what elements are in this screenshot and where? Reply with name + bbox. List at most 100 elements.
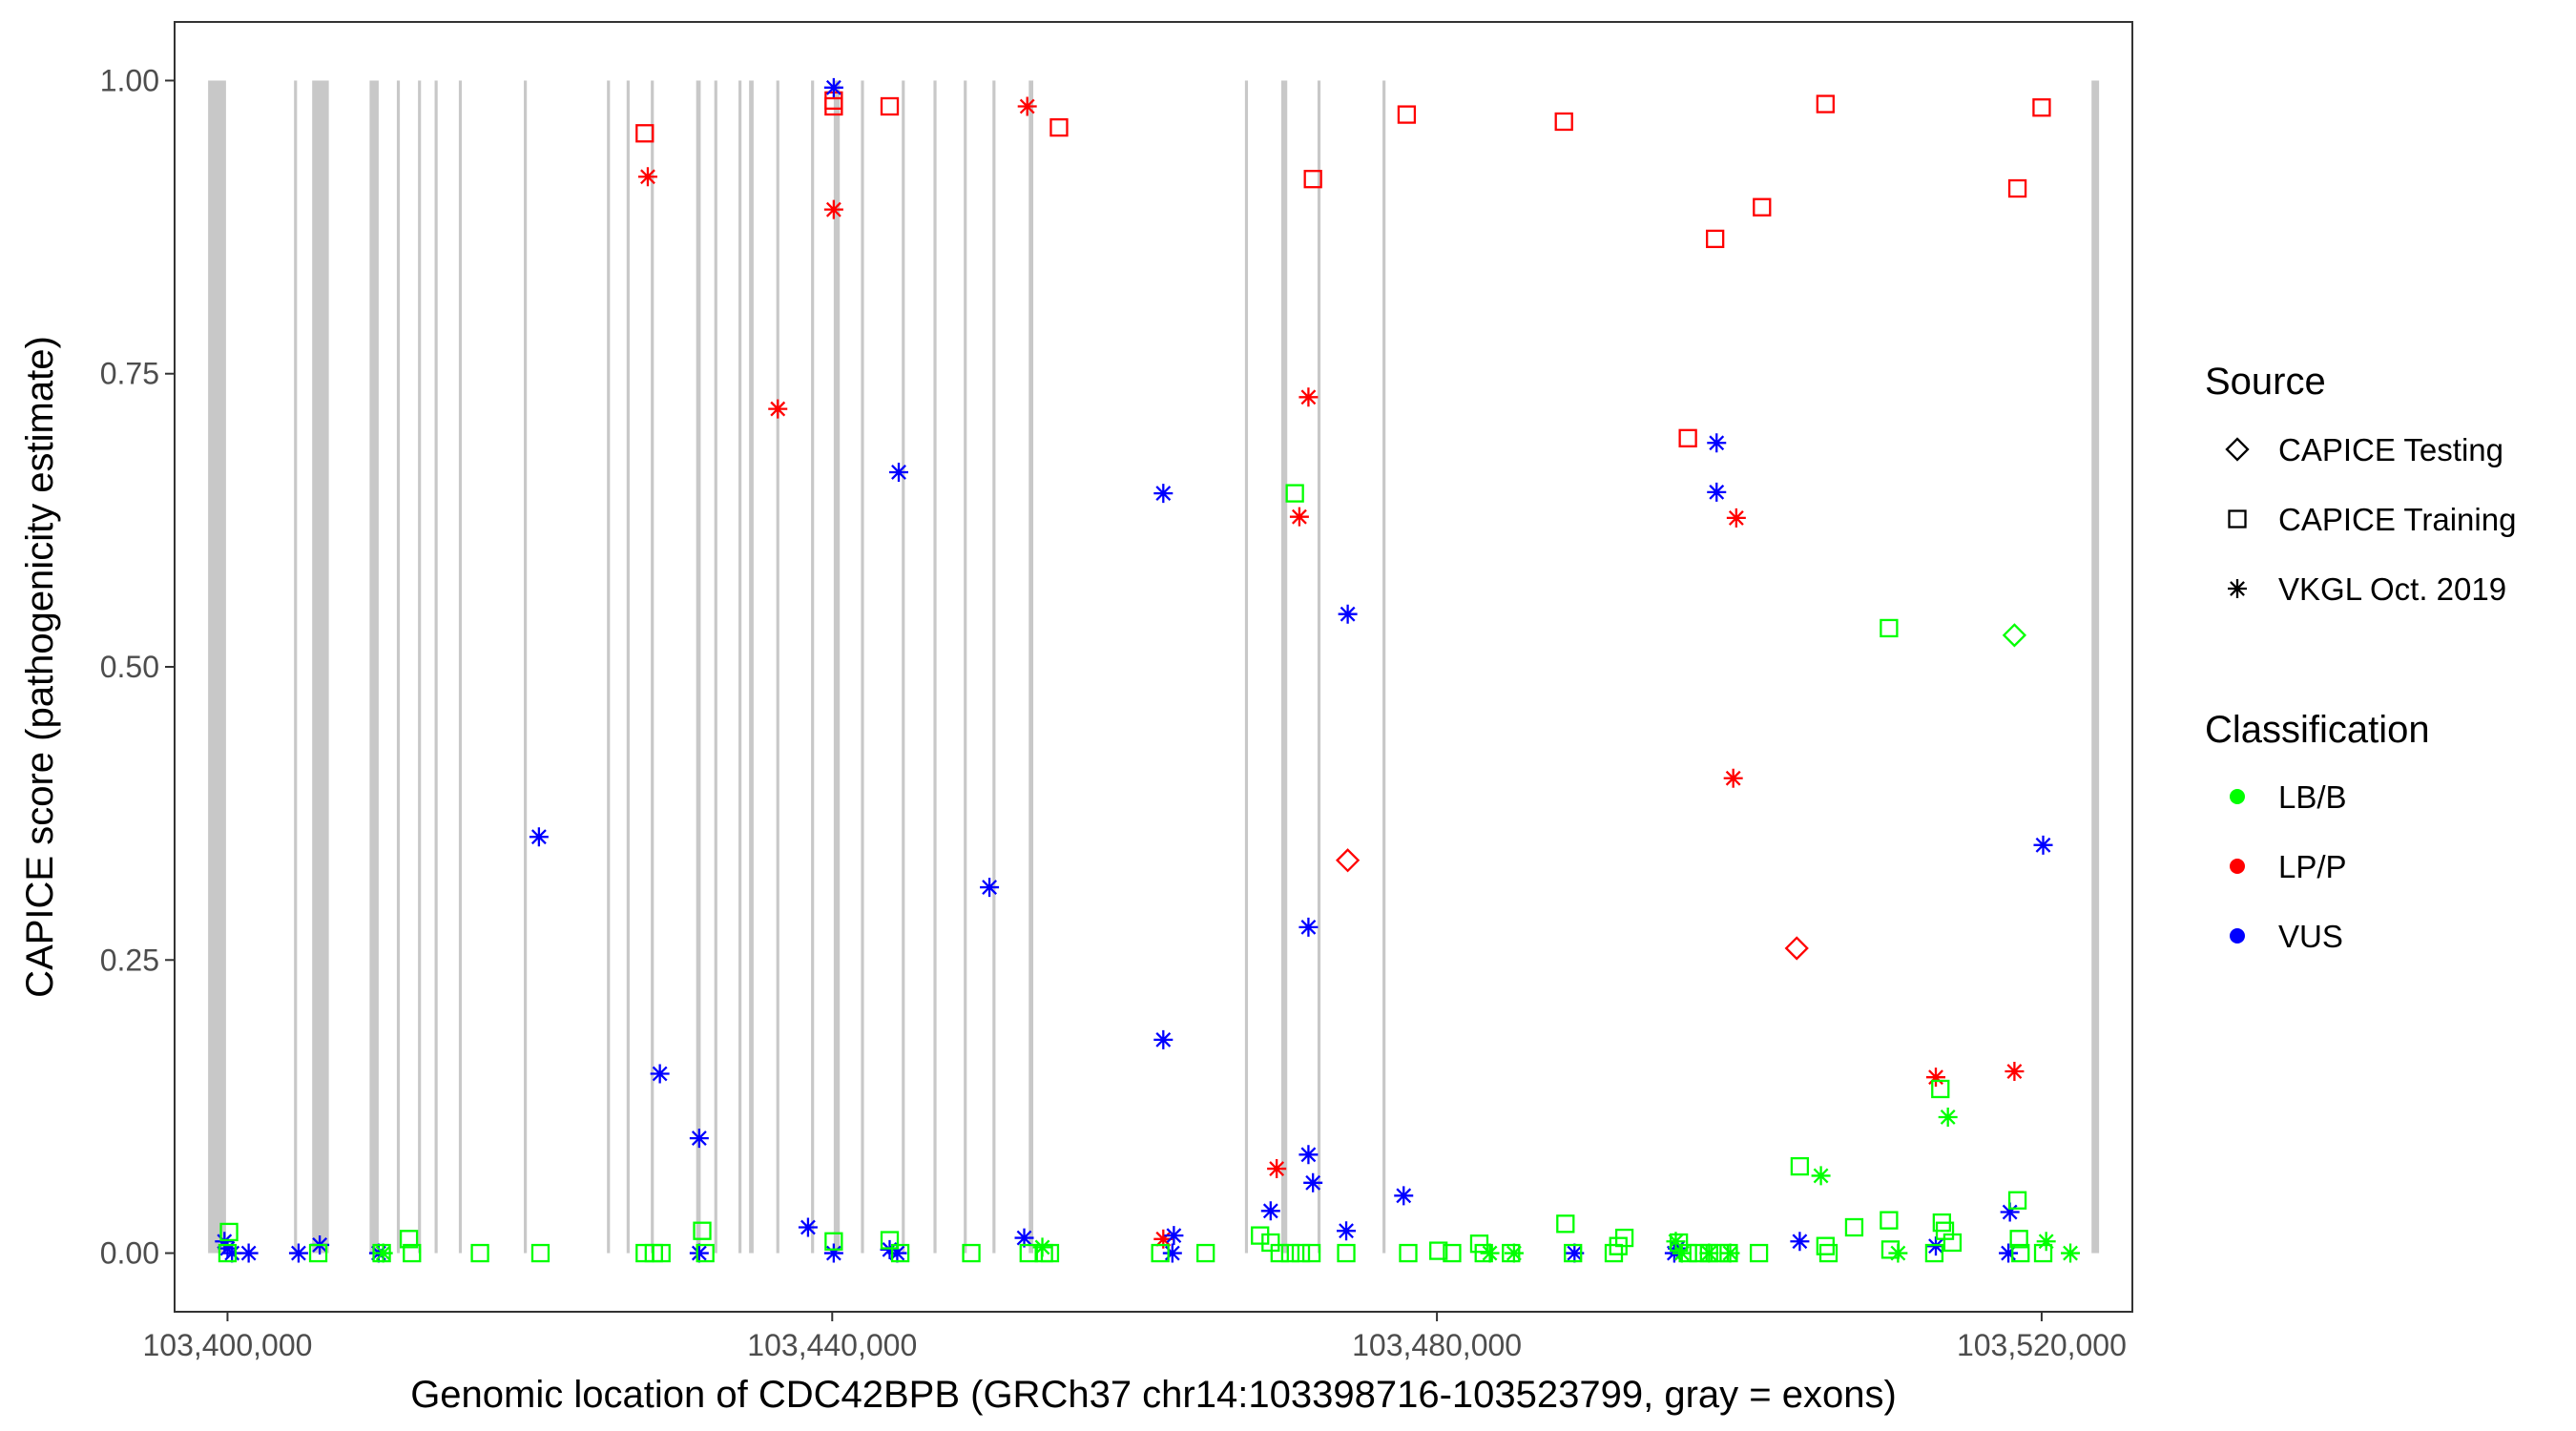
exon-band — [458, 80, 463, 1254]
legend-label: VUS — [2278, 919, 2343, 954]
data-point — [1032, 1237, 1052, 1257]
exon-band — [626, 80, 630, 1254]
legend-key-square — [2228, 509, 2247, 529]
exon-band — [776, 80, 779, 1254]
data-point — [1678, 428, 1697, 447]
exon-band — [833, 80, 841, 1254]
data-point — [768, 399, 788, 419]
exon-band — [2091, 80, 2100, 1254]
data-point — [530, 1243, 551, 1263]
exon-band — [933, 80, 937, 1254]
data-point — [2032, 98, 2051, 117]
data-point — [1811, 1166, 1831, 1186]
data-point — [887, 1243, 907, 1263]
data-point — [1289, 507, 1309, 527]
data-point — [2036, 1232, 2056, 1252]
exon-bands — [208, 80, 2100, 1254]
exon-band — [738, 80, 742, 1254]
data-point — [1880, 1211, 1899, 1230]
data-point — [308, 1243, 328, 1263]
y-axis-title: CAPICE score (pathogenicity estimate) — [19, 336, 61, 998]
data-point — [1565, 1243, 1585, 1263]
data-point — [1338, 604, 1358, 624]
data-point — [1666, 1232, 1686, 1252]
data-point — [1924, 1243, 1944, 1263]
exon-band — [524, 80, 528, 1254]
exon-band — [811, 80, 815, 1254]
x-tick-label: 103,400,000 — [142, 1328, 312, 1362]
data-point — [1303, 1172, 1323, 1192]
data-point — [1790, 1232, 1810, 1252]
data-point — [1270, 1243, 1289, 1263]
data-point — [1888, 1243, 1908, 1263]
data-point — [1931, 1079, 1950, 1099]
data-point — [1151, 1243, 1170, 1263]
data-point — [288, 1243, 308, 1263]
data-point — [652, 1243, 671, 1263]
data-point — [824, 1232, 843, 1251]
legend-label: LB/B — [2278, 779, 2347, 815]
data-point — [2007, 1191, 2027, 1210]
data-point — [2033, 835, 2053, 855]
data-point — [1443, 1243, 1462, 1263]
data-point — [373, 1243, 393, 1263]
legend-label: CAPICE Testing — [2278, 432, 2503, 467]
data-point — [823, 77, 843, 97]
legend-label: CAPICE Training — [2278, 502, 2516, 537]
data-point — [880, 1239, 900, 1259]
legend: Source Classification CAPICE Testing CAPI… — [2205, 361, 2516, 954]
y-axis: 0.00 0.25 0.50 0.75 1.00 — [100, 63, 175, 1271]
legend-key-diamond — [2225, 437, 2250, 462]
data-point — [1723, 768, 1743, 788]
data-point — [403, 1243, 422, 1263]
data-point — [1291, 1243, 1311, 1263]
data-point — [1335, 848, 1361, 873]
data-point — [1699, 1243, 1719, 1263]
exon-band — [418, 80, 422, 1254]
x-tick-label: 103,440,000 — [747, 1328, 917, 1362]
data-point — [1153, 1029, 1174, 1049]
legend-color-title: Classification — [2205, 709, 2430, 751]
exon-band — [369, 80, 379, 1254]
data-point — [1153, 484, 1174, 504]
data-point — [1880, 618, 1899, 638]
data-point — [1564, 1243, 1583, 1263]
x-tick-label: 103,480,000 — [1352, 1328, 1522, 1362]
data-point — [1784, 936, 1809, 961]
data-point — [219, 1222, 239, 1242]
data-point — [1999, 1243, 2019, 1263]
data-point — [1672, 1243, 1692, 1263]
data-point — [1556, 1214, 1575, 1234]
data-point — [1469, 1234, 1489, 1254]
exon-band — [1280, 80, 1288, 1254]
data-point — [693, 1221, 712, 1240]
data-point — [890, 1243, 910, 1263]
data-point — [1153, 1229, 1174, 1249]
x-tick-label: 103,520,000 — [1957, 1328, 2127, 1362]
data-point — [1397, 105, 1417, 124]
data-point — [2007, 178, 2027, 198]
data-point — [1298, 1145, 1319, 1165]
data-point — [1790, 1156, 1810, 1176]
data-point — [529, 827, 549, 847]
exon-band — [964, 80, 967, 1254]
data-point — [1720, 1243, 1740, 1263]
exon-band — [312, 80, 329, 1254]
x-axis: 103,400,000 103,440,000 103,480,000 103,520… — [142, 1312, 2127, 1362]
data-point — [1429, 1241, 1448, 1260]
data-point — [650, 1064, 670, 1084]
exon-band — [1028, 80, 1034, 1254]
data-point — [637, 167, 657, 187]
data-point — [696, 1243, 715, 1263]
data-point — [1196, 1243, 1215, 1263]
legend-label: VKGL Oct. 2019 — [2278, 571, 2506, 607]
data-point — [1298, 387, 1319, 407]
data-point — [1017, 96, 1037, 116]
exon-band — [434, 80, 438, 1254]
data-point — [1162, 1243, 1182, 1263]
data-point — [980, 878, 1000, 898]
exon-band — [696, 80, 701, 1254]
data-point — [1049, 117, 1069, 137]
data-point — [1301, 1243, 1321, 1263]
